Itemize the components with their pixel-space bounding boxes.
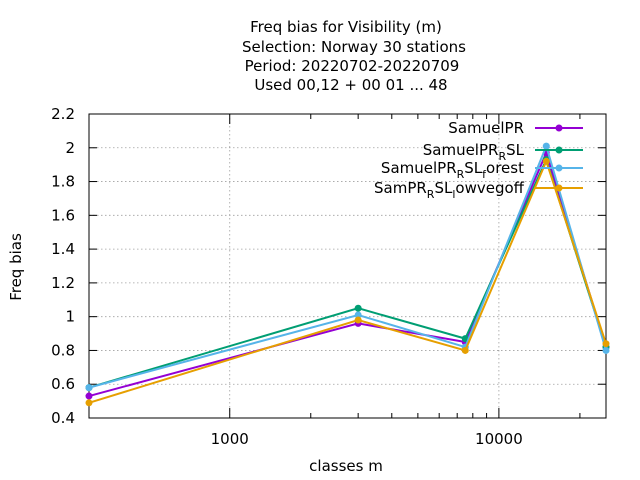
legend-label-part: SL	[464, 159, 483, 177]
data-point	[542, 157, 550, 165]
axes	[88, 113, 607, 419]
plot-frame	[88, 113, 607, 419]
legend-label-part: owvegoff	[455, 179, 524, 197]
y-tick-labels: 0.4 0.6 0.8 1 1.2 1.4 1.6 1.8 2 2.2	[51, 105, 75, 427]
data-point	[85, 399, 93, 407]
data-point	[354, 311, 362, 319]
data-point	[354, 316, 362, 324]
series-2	[85, 156, 610, 392]
legend-label-part: R	[457, 168, 465, 181]
y-tick-label: 2.2	[51, 105, 75, 123]
legend-swatch-marker	[555, 184, 563, 192]
series-lines	[85, 142, 610, 407]
legend-label: SamPRRSLlowvegoff	[374, 179, 525, 201]
series-4	[85, 157, 610, 407]
legend-label-part: SL	[434, 179, 453, 197]
legend-label-part: SamuelPR	[423, 141, 499, 159]
y-tick-label: 1.8	[51, 173, 75, 191]
y-axis-label: Freq bias	[7, 233, 25, 301]
y-tick-label: 0.6	[51, 375, 75, 393]
legend-label-part: SamPR	[374, 179, 427, 197]
chart-title: Freq bias for Visibility (m) Selection: …	[242, 18, 466, 94]
data-point	[602, 346, 610, 354]
legend-label-part: l	[452, 188, 455, 201]
legend-label-part: SamuelPR	[381, 159, 457, 177]
y-tick-label: 0.4	[51, 409, 75, 427]
legend-label: SamuelPR	[448, 119, 524, 137]
series-3	[85, 142, 610, 392]
y-tick-label: 1.6	[51, 206, 75, 224]
legend-label-part: orest	[486, 159, 524, 177]
title-line-4: Used 00,12 + 00 01 ... 48	[254, 76, 447, 94]
data-point	[542, 142, 550, 150]
x-tick-label: 10000	[475, 430, 523, 448]
x-tick-label: 1000	[211, 430, 249, 448]
data-point	[602, 340, 610, 348]
legend-label-part: R	[427, 188, 435, 201]
legend: SamuelPRSamuelPRRSLSamuelPRRSLforestSamP…	[374, 119, 583, 201]
legend-label-part: SL	[506, 141, 525, 159]
title-line-2: Selection: Norway 30 stations	[242, 38, 466, 56]
data-point	[85, 384, 93, 392]
data-point	[461, 346, 469, 354]
x-tick-labels: 1000 10000	[211, 430, 523, 448]
legend-label-part: R	[498, 150, 506, 163]
title-line-1: Freq bias for Visibility (m)	[250, 18, 442, 36]
data-point	[354, 304, 362, 312]
legend-swatch-marker	[555, 164, 563, 172]
grid-lines	[89, 114, 606, 418]
y-tick-label: 1	[65, 308, 75, 326]
legend-label: SamuelPRRSL	[423, 141, 525, 163]
series-line	[88, 143, 607, 389]
title-line-3: Period: 20220702-20220709	[245, 57, 460, 75]
y-tick-label: 0.8	[51, 341, 75, 359]
legend-label-part: f	[482, 168, 487, 181]
y-tick-label: 1.4	[51, 240, 75, 258]
legend-label: SamuelPRRSLforest	[381, 159, 524, 181]
y-tick-label: 1.2	[51, 274, 75, 292]
legend-swatch-marker	[555, 146, 563, 154]
legend-label-part: SamuelPR	[448, 119, 524, 137]
legend-swatch-marker	[555, 124, 563, 132]
y-tick-label: 2	[65, 139, 75, 157]
x-axis-label: classes m	[309, 457, 383, 475]
data-point	[85, 392, 93, 400]
